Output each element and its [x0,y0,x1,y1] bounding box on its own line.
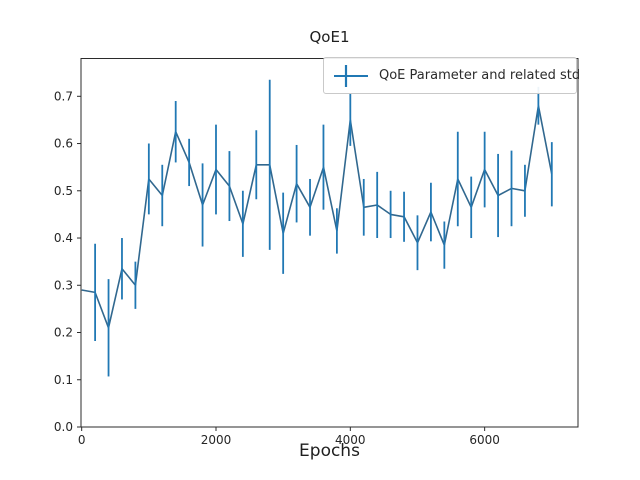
svg-text:0: 0 [78,433,86,447]
svg-text:0.1: 0.1 [54,373,73,387]
svg-text:0.0: 0.0 [54,420,73,434]
errorbar-marker-icon [334,64,368,87]
svg-text:2000: 2000 [201,433,232,447]
x-axis-label: Epochs [299,441,360,461]
legend-label: QoE Parameter and related std [379,68,581,83]
legend: QoE Parameter and related std [323,57,581,94]
svg-text:4000: 4000 [335,433,366,447]
svg-text:0.6: 0.6 [54,137,73,151]
svg-text:0.5: 0.5 [54,184,73,198]
svg-text:0.3: 0.3 [54,278,73,292]
svg-text:0.7: 0.7 [54,89,73,103]
chart-title: QoE1 [309,28,350,46]
svg-text:0.4: 0.4 [54,231,73,245]
svg-text:0.2: 0.2 [54,326,73,340]
svg-text:6000: 6000 [469,433,500,447]
